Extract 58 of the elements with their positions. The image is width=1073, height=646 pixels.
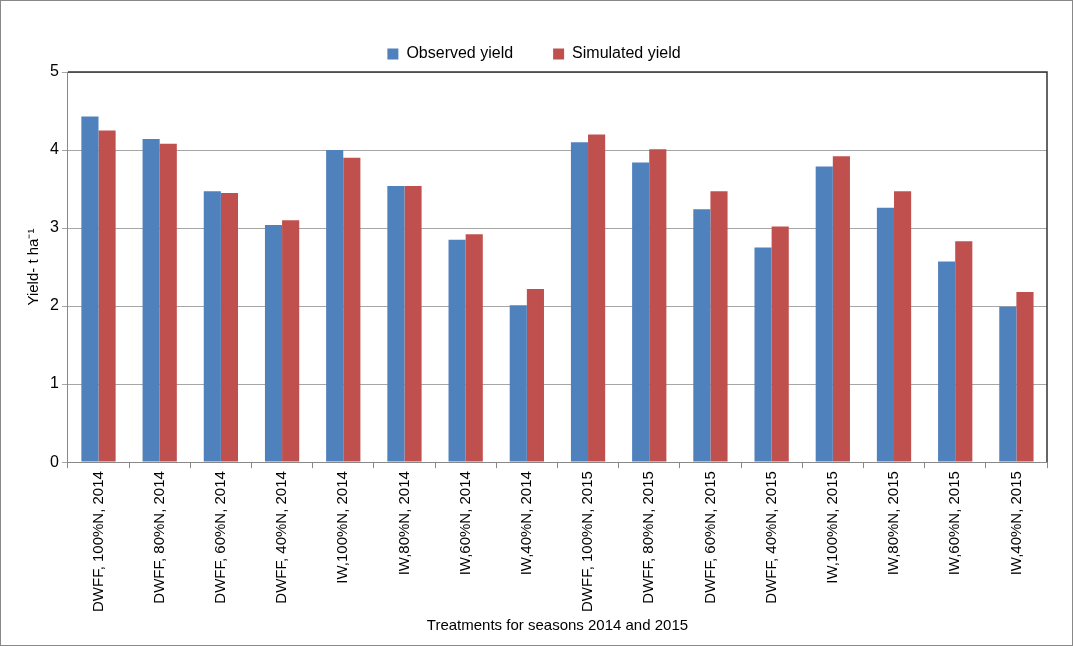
x-tick-label: IW,100%N, 2015: [822, 471, 840, 584]
y-tick-label: 0: [49, 452, 59, 470]
bar: [894, 191, 912, 462]
x-tick-label: DWFF, 80%N, 2014: [149, 471, 167, 604]
y-tick-label: 2: [49, 296, 59, 314]
bar: [387, 185, 405, 462]
bar: [693, 209, 711, 462]
bar: [203, 191, 221, 462]
x-tick-label: IW,100%N, 2014: [333, 471, 351, 584]
bar: [649, 149, 667, 462]
bar: [771, 226, 789, 462]
x-tick-label: IW,80%N, 2014: [394, 471, 412, 576]
bar: [588, 134, 606, 462]
bar: [1016, 292, 1034, 462]
legend-label: Simulated yield: [572, 44, 681, 62]
x-tick-label: DWFF, 100%N, 2015: [578, 471, 596, 612]
bar: [159, 143, 177, 462]
bar: [465, 234, 483, 462]
x-axis-title: Treatments for seasons 2014 and 2015: [426, 616, 689, 634]
y-tick-label: 5: [49, 62, 59, 80]
y-tick-label: 4: [49, 140, 59, 158]
bar: [98, 130, 116, 462]
bar: [81, 116, 99, 462]
bar: [710, 191, 728, 462]
bar: [404, 185, 422, 462]
x-tick-label: IW,80%N, 2015: [884, 471, 902, 576]
x-tick-label: IW,40%N, 2014: [516, 471, 534, 576]
x-tick-label: DWFF, 100%N, 2014: [88, 471, 106, 612]
legend-label: Observed yield: [406, 44, 514, 62]
bar: [264, 224, 283, 462]
bar: [526, 288, 544, 462]
bar: [938, 261, 956, 462]
bar: [632, 162, 650, 462]
x-tick-label: IW,60%N, 2014: [455, 471, 473, 576]
x-tick-label: DWFF, 80%N, 2015: [639, 471, 657, 604]
x-tick-label: DWFF, 40%N, 2015: [761, 471, 779, 604]
bar: [448, 239, 466, 462]
bar: [509, 305, 527, 462]
bar: [570, 142, 589, 462]
y-axis-title: Yield- t ha⁻¹: [24, 228, 42, 306]
y-tick-label: 3: [49, 218, 59, 236]
x-tick-label: DWFF, 60%N, 2015: [700, 471, 718, 604]
x-tick-label: DWFF, 60%N, 2014: [211, 471, 229, 604]
bar: [326, 150, 344, 462]
bar: [343, 157, 361, 462]
bar: [999, 306, 1017, 462]
bar: [876, 207, 895, 462]
y-tick-label: 1: [49, 374, 59, 392]
bar: [220, 192, 239, 462]
bar: [815, 166, 833, 462]
x-tick-label: DWFF, 40%N, 2014: [272, 471, 290, 604]
x-tick-label: IW,40%N, 2015: [1006, 471, 1024, 576]
bar: [955, 241, 973, 462]
x-tick-label: IW,60%N, 2015: [945, 471, 963, 576]
bar: [754, 247, 772, 462]
bar: [832, 156, 850, 462]
bar: [142, 139, 160, 462]
bar: [282, 220, 300, 462]
